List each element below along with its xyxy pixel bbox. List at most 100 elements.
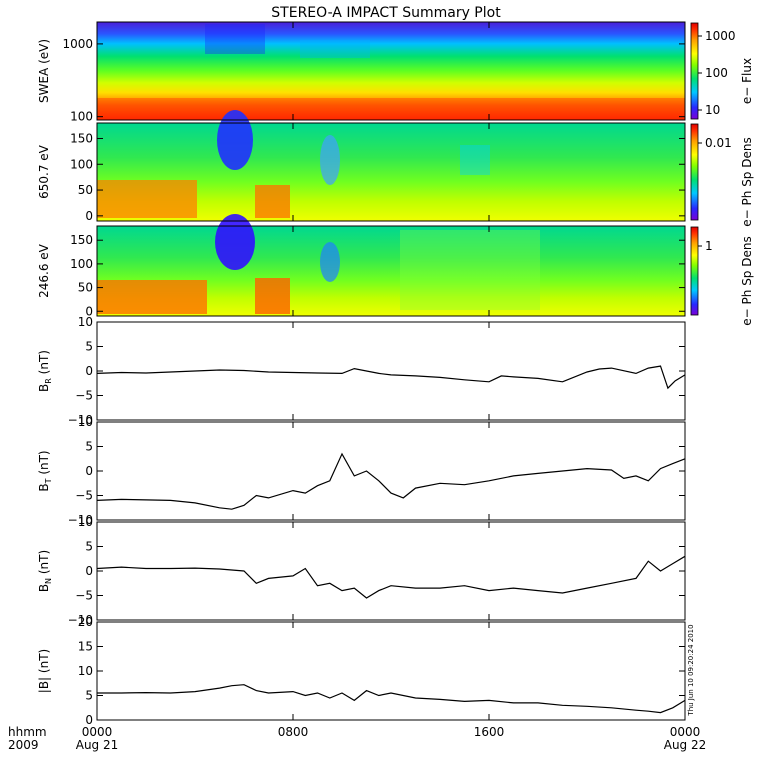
y-axis-label-subscript: R <box>44 378 53 384</box>
swea-cyan-patch <box>300 40 370 58</box>
y-tick-label: 100 <box>70 157 93 171</box>
y-tick-label: 50 <box>78 281 93 295</box>
y-tick-label: 5 <box>85 440 93 454</box>
date-tick-label: Aug 21 <box>76 738 119 752</box>
y-tick-label: 150 <box>70 131 93 145</box>
generation-timestamp: Thu Jun 10 09:20:24 2010 <box>687 624 695 716</box>
y-tick-label: 0 <box>85 564 93 578</box>
colorbar-tick-label: 1000 <box>705 29 736 43</box>
y-tick-label: 50 <box>78 183 93 197</box>
swea-spectrogram <box>97 22 685 120</box>
y-axis-label-subscript: T <box>44 478 53 484</box>
colorbar-label: e− Flux <box>740 58 754 104</box>
panel-4-axes: −10 −5 0 5 10 BR (nT) <box>37 315 686 427</box>
pad-650-cyan-patch <box>460 145 490 175</box>
plot-frame <box>96 122 686 222</box>
y-axis-label-unit: (nT) <box>37 450 51 478</box>
pad-246-dropout-2 <box>320 242 340 282</box>
y-tick-label: 5 <box>85 689 93 703</box>
y-tick-label: 10 <box>78 515 93 529</box>
time-axis-caption: hhmm <box>8 725 47 739</box>
date-tick-label: Aug 22 <box>664 738 707 752</box>
y-tick-label: 100 <box>70 257 93 271</box>
panel-1-axes: 100 1000 SWEA (eV) 10 100 1000 e− Flux <box>37 21 754 124</box>
colorbar-strip <box>690 22 699 120</box>
pad-650-dropout-2 <box>320 135 340 185</box>
colorbar-strip <box>690 226 699 316</box>
pad-650-dropout <box>217 110 253 170</box>
series-line <box>96 452 686 510</box>
y-tick-label: 5 <box>85 540 93 554</box>
y-axis-label: 246.6 eV <box>37 243 51 298</box>
y-tick-label: 10 <box>78 315 93 329</box>
y-tick-label: 1000 <box>62 37 93 51</box>
colorbar-label: e− Ph Sp Dens <box>740 137 754 226</box>
swea-red-band <box>97 98 685 120</box>
plot-frame <box>96 521 686 621</box>
y-tick-label: 0 <box>85 304 93 318</box>
y-axis-label-unit: (nT) <box>37 350 51 378</box>
pad-650-beam <box>97 180 197 218</box>
panel-3-axes: 0 50 100 150 246.6 eV 1 e− Ph Sp Dens <box>37 225 754 326</box>
colorbar-tick-label: 0.01 <box>705 136 732 150</box>
y-tick-label: −5 <box>75 389 93 403</box>
y-tick-label: 15 <box>78 640 93 654</box>
y-axis-label: BT (nT) <box>37 450 53 491</box>
swea-dark-patch <box>205 24 265 54</box>
y-axis-label: BR (nT) <box>37 350 53 392</box>
y-tick-label: 20 <box>78 615 93 629</box>
series-line <box>96 555 686 599</box>
year-caption: 2009 <box>8 738 39 752</box>
colorbar-tick-label: 10 <box>705 103 720 117</box>
plot-frame <box>96 225 686 317</box>
y-tick-label: −5 <box>75 489 93 503</box>
y-tick-label: 100 <box>70 110 93 124</box>
y-tick-label: 10 <box>78 664 93 678</box>
pad-246-light-patch <box>400 230 540 310</box>
pad-246-beam-2 <box>255 278 290 314</box>
y-axis-label-unit: (nT) <box>37 550 51 578</box>
colorbar-3: 1 e− Ph Sp Dens <box>690 226 754 326</box>
y-tick-label: −5 <box>75 589 93 603</box>
panel-7-axes: 0 5 10 15 20 |B| (nT) <box>37 615 686 727</box>
plot-frame <box>96 621 686 721</box>
colorbar-2: 0.01 e− Ph Sp Dens <box>690 123 754 227</box>
panel-pad-246 <box>97 214 685 316</box>
y-tick-label: −10 <box>68 613 93 627</box>
y-tick-label: 0 <box>85 209 93 223</box>
y-tick-label: 10 <box>78 415 93 429</box>
panel-swea <box>97 22 685 120</box>
y-tick-label: 0 <box>85 713 93 727</box>
series-line <box>97 684 686 714</box>
panel-pad-650 <box>97 110 685 221</box>
y-axis-label: 650.7 eV <box>37 144 51 199</box>
colorbar-tick-label: 100 <box>705 66 728 80</box>
colorbar-1: 10 100 1000 e− Flux <box>690 22 754 120</box>
colorbar-tick-label: 1 <box>705 239 713 253</box>
time-tick-label: 0800 <box>278 725 309 739</box>
series-line <box>96 365 686 390</box>
colorbar-label: e− Ph Sp Dens <box>740 236 754 325</box>
pad-650-beam-2 <box>255 185 290 218</box>
y-axis-label: SWEA (eV) <box>37 39 51 103</box>
y-tick-label: 150 <box>70 233 93 247</box>
time-tick-label: 0000 <box>670 725 701 739</box>
pad-246-dropout <box>215 214 255 270</box>
plot-frame <box>96 421 686 521</box>
y-axis-label-subscript: N <box>44 578 53 584</box>
colorbar-strip <box>690 123 699 221</box>
pad-246-beam <box>97 280 207 314</box>
time-tick-label: 1600 <box>474 725 505 739</box>
y-tick-label: 0 <box>85 464 93 478</box>
plot-frame <box>96 21 686 121</box>
panel-2-axes: 0 50 100 150 650.7 eV 0.01 e− Ph Sp Dens <box>37 122 754 227</box>
panel-6-axes: −10 −5 0 5 10 BN (nT) <box>37 515 686 627</box>
y-tick-label: −10 <box>68 413 93 427</box>
panel-5-axes: −10 −5 0 5 10 BT (nT) <box>37 415 686 527</box>
y-axis-label: BN (nT) <box>37 550 53 592</box>
y-tick-label: −10 <box>68 513 93 527</box>
y-axis-label: |B| (nT) <box>37 649 51 693</box>
y-tick-label: 5 <box>85 340 93 354</box>
